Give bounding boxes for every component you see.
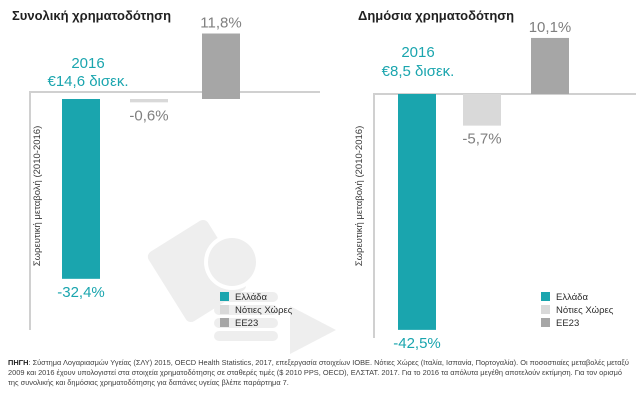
annotation-amount: €8,5 δισεκ. xyxy=(382,63,455,80)
y-axis-label: Σωρευτική μεταβολή (2010-2016) xyxy=(32,126,43,266)
annotation-year: 2016 xyxy=(71,55,104,72)
chart-total-financing: Συνολική χρηματοδότηση Σωρευτική μεταβολή… xyxy=(12,8,320,330)
charts-canvas: Συνολική χρηματοδότηση Σωρευτική μεταβολή… xyxy=(12,8,636,354)
bar-southern-countries xyxy=(130,99,168,103)
source-note: ΠΗΓΗ: Σύστημα Λογαριασμών Υγείας (ΣΛΥ) 2… xyxy=(8,358,632,388)
data-label: 10,1% xyxy=(529,19,572,36)
legend-swatch xyxy=(220,305,229,314)
annotation-year: 2016 xyxy=(401,44,434,61)
data-label: -32,4% xyxy=(57,284,105,301)
legend-entry: Ελλάδα xyxy=(556,292,588,303)
legend-entry: Ελλάδα xyxy=(235,292,267,303)
source-label: ΠΗΓΗ xyxy=(8,358,29,367)
legend-entry: Νότιες Χώρες xyxy=(235,305,293,316)
data-label: -5,7% xyxy=(462,131,501,148)
legend-swatch xyxy=(220,292,229,301)
bar-greece xyxy=(398,94,436,330)
euro-coins-watermark-icon xyxy=(147,219,336,354)
legend-swatch xyxy=(220,318,229,327)
legend-swatch xyxy=(541,318,550,327)
data-label: 11,8% xyxy=(200,15,241,32)
bar-eu23 xyxy=(202,33,240,100)
bar-southern-countries xyxy=(463,94,501,126)
legend-entry: ΕΕ23 xyxy=(235,318,258,329)
legend-swatch xyxy=(541,292,550,301)
legend-swatch xyxy=(541,305,550,314)
y-axis-label: Σωρευτική μεταβολή (2010-2016) xyxy=(354,126,365,266)
chart-public-financing: Δημόσια χρηματοδότηση Σωρευτική μεταβολή … xyxy=(354,8,636,352)
chart-title: Δημόσια χρηματοδότηση xyxy=(358,8,514,23)
data-label: -42,5% xyxy=(393,335,441,352)
bar-eu23 xyxy=(531,37,569,94)
source-text: : Σύστημα Λογαριασμών Υγείας (ΣΛΥ) 2015,… xyxy=(8,358,629,387)
chart-title: Συνολική χρηματοδότηση xyxy=(12,8,171,23)
data-label: -0,6% xyxy=(129,107,168,124)
bar-greece xyxy=(62,99,100,279)
legend-entry: Νότιες Χώρες xyxy=(556,305,614,316)
annotation-amount: €14,6 δισεκ. xyxy=(48,73,129,90)
legend-entry: ΕΕ23 xyxy=(556,318,579,329)
